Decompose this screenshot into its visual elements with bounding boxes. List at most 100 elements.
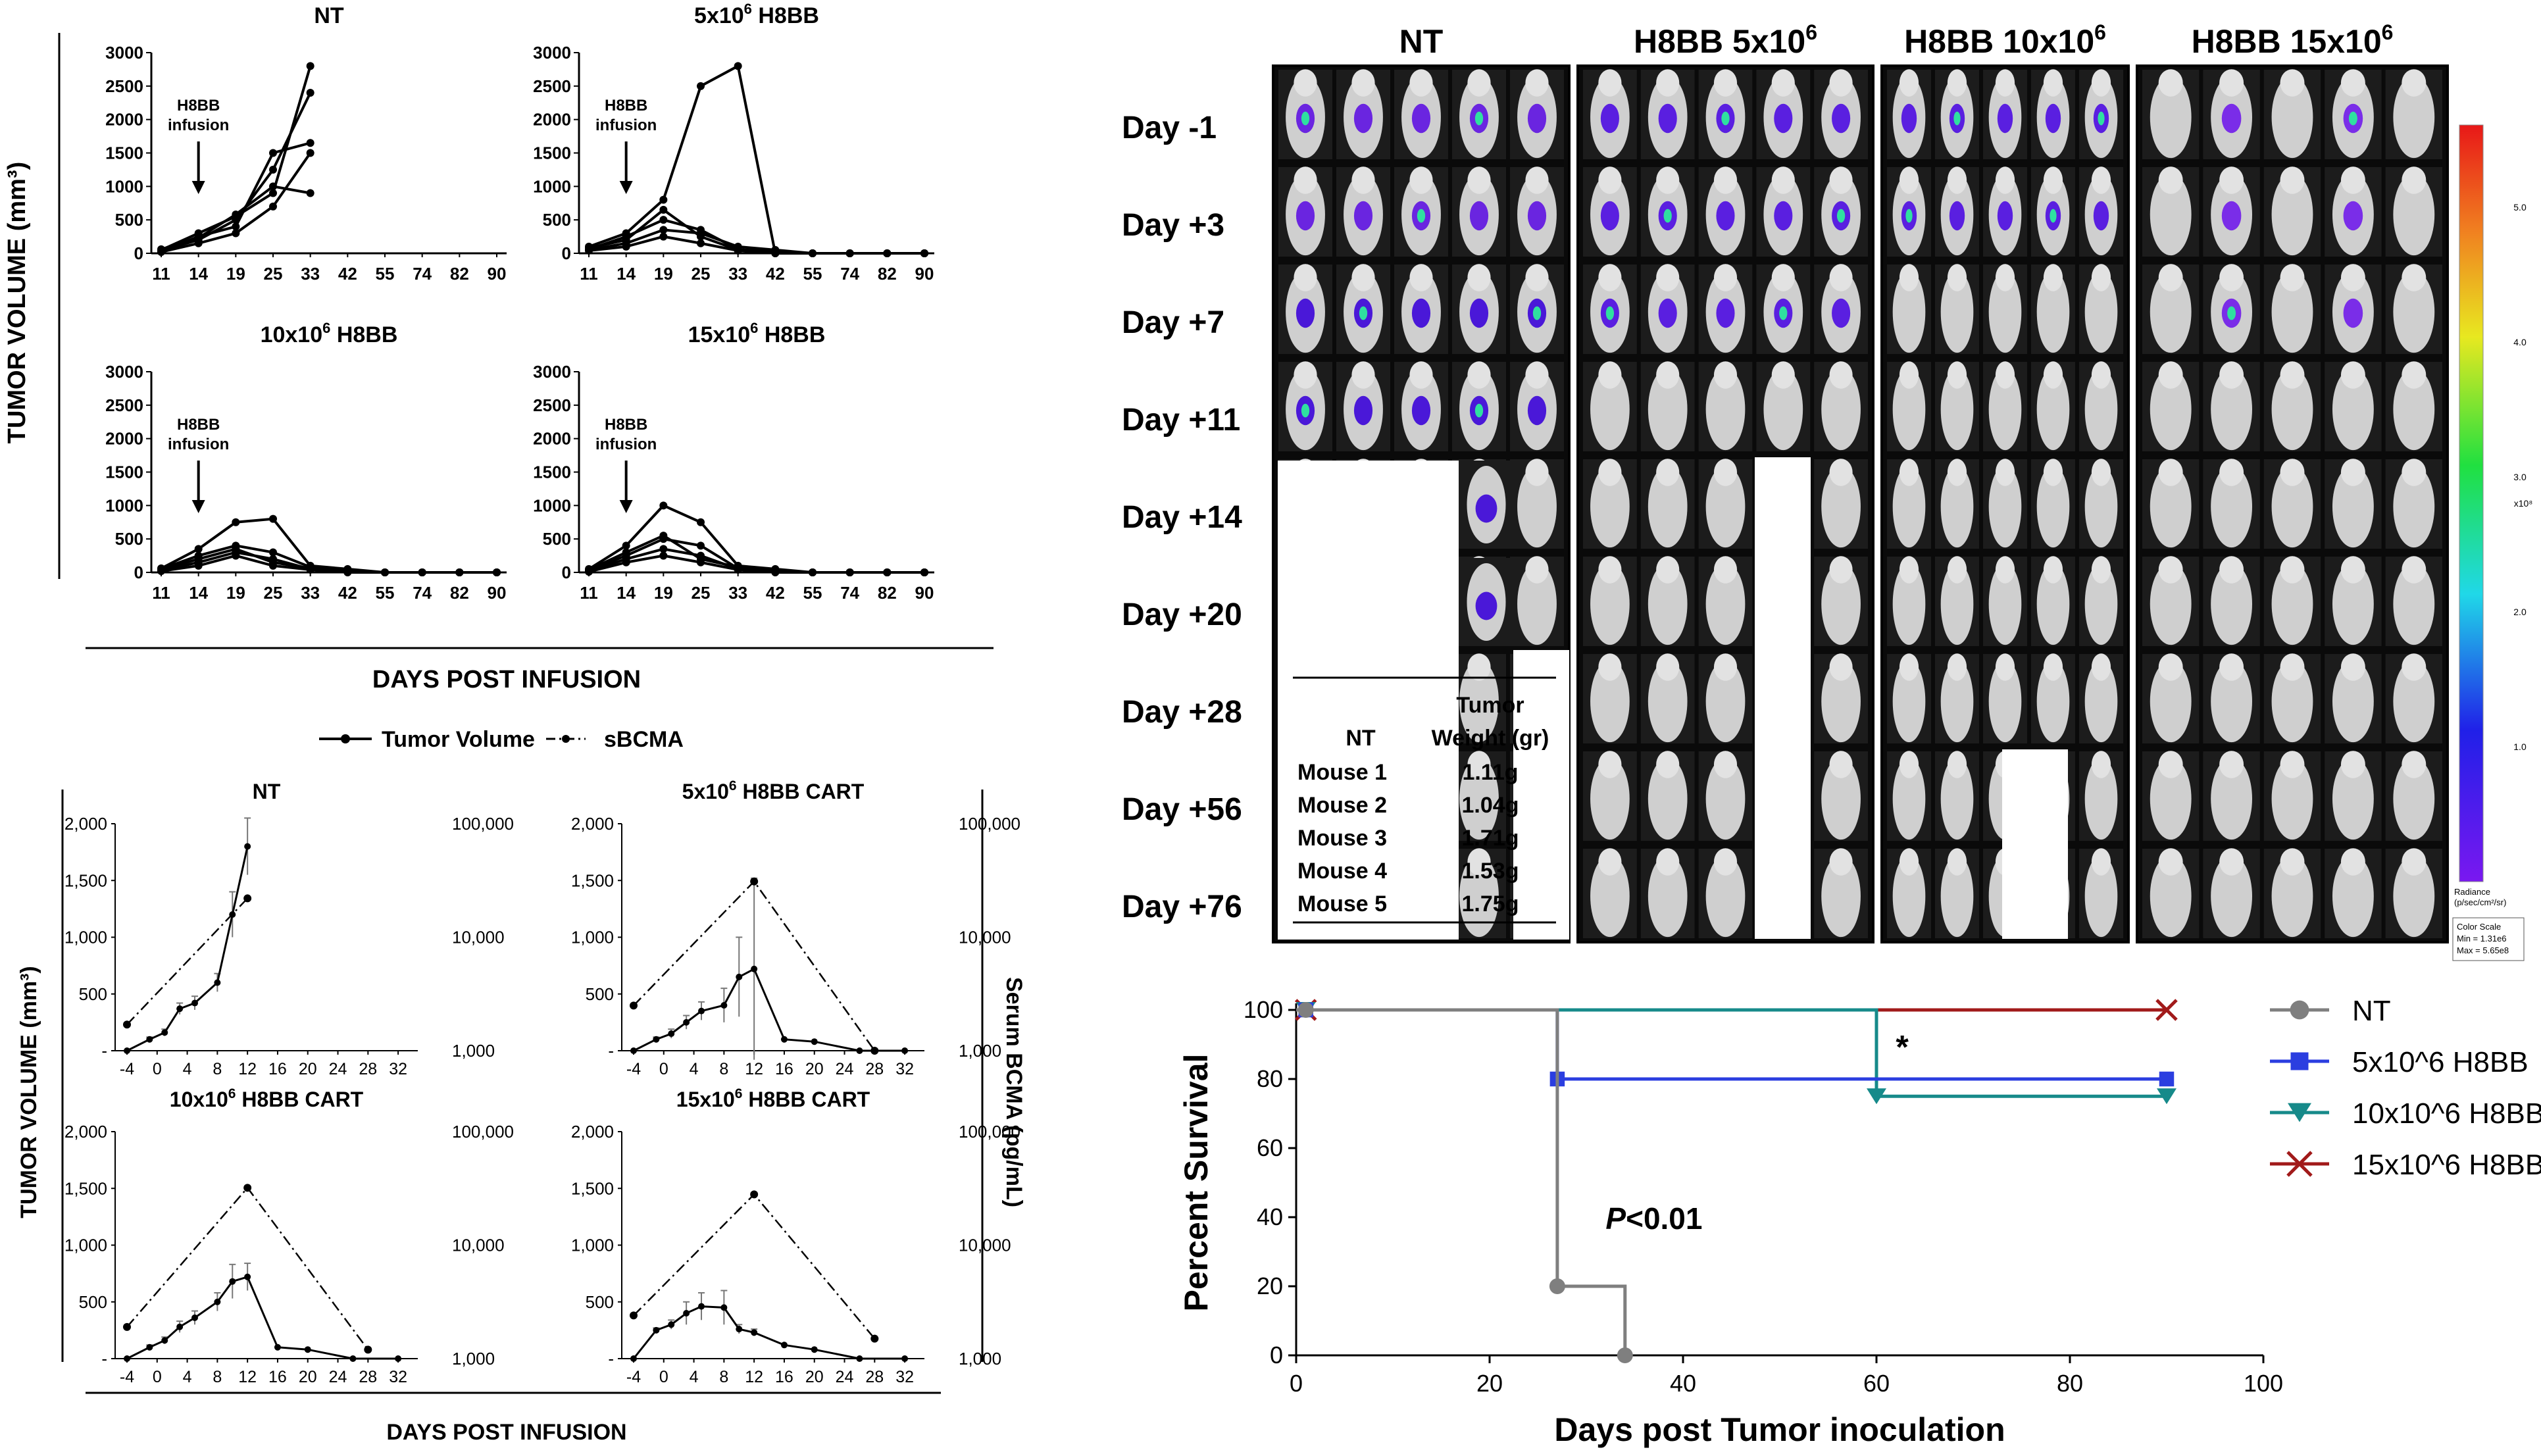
imaging-group-header-main: H8BB 10x10 [1904,23,2094,60]
mouse-head [1829,69,1853,97]
tumor-series-point [493,568,501,576]
mouse-head [2280,848,2305,876]
tumor-series-point [734,565,742,574]
bioluminescence-signal [1353,395,1373,426]
mouse-body [2084,368,2118,451]
survival-line-3 [1296,1008,2167,1098]
tumor-weight-table: Tumor NT Weight (gr) Mouse 1 1.11g Mouse 2 1.0… [1293,676,1556,924]
colorbar-ramp [2459,124,2484,882]
tumor-series-point [883,568,892,576]
infusion-arrow-head [619,500,633,513]
mouse-head [2219,459,2244,486]
mouse-head [2091,459,2111,486]
tumor-x-tick-label: 42 [338,264,357,284]
sbcma-x-tick-label: 4 [183,1368,192,1386]
survival-marker-circle [1549,1278,1565,1294]
mouse-head [2158,751,2183,778]
mouse-head [1771,166,1795,194]
tumor-y-tick-label: 500 [543,210,571,230]
mouse-head [2402,653,2427,681]
bioluminescence-imaging: NT H8BB 5x106 H8BB 10x106 H8BB 15x106 Day -… [1122,20,2532,961]
mouse-body [1459,660,1499,743]
tumor-volume-point [349,1355,357,1362]
tumor-volume-point [161,1337,168,1344]
mouse-head [1713,361,1738,389]
mouse-body [2393,368,2435,451]
mouse-head [1899,361,1919,389]
tumor-panel-title-rest: H8BB [752,3,819,28]
tumor-series-point [269,189,277,197]
sbcma-point [870,1047,879,1055]
legend-sbcma-marker [562,735,570,743]
tumor-panel-title: NT [314,3,344,28]
tumor-volume-point [244,843,251,850]
survival-line-1 [1296,1008,1627,1355]
mouse-body [2393,270,2435,353]
mouse-head [1995,459,2015,486]
tumor-x-tick-label: 42 [766,264,785,284]
sbcma-panel-title-sup: 6 [729,778,737,793]
mouse-head [2219,69,2244,97]
tumor-series-point [697,551,705,560]
mouse-head [2340,751,2365,778]
survival-marker-circle [2290,1000,2309,1020]
sbcma-right-tick-label: 100,000 [959,814,1020,834]
survival-asterisk: * [1896,1029,1909,1066]
survival-line-2 [1296,1008,2167,1081]
mouse-head [2402,264,2427,291]
mouse-head [1995,264,2015,291]
survival-legend: NT 5x10^6 H8BB 10x10^6 H8BB 15x10^6 H8BB [2270,995,2541,1181]
tumor-series-point [734,246,742,255]
bioluminescence-hotspot [1779,306,1788,320]
sbcma-x-tick-label: 28 [865,1368,884,1386]
sbcma-left-tick-label: 1,500 [571,870,614,890]
tumor-volume-point [146,1036,153,1043]
survival-marker-circle [1297,1002,1314,1018]
imaging-day-label: Day +11 [1122,403,1240,438]
mouse-head [2043,264,2063,291]
infusion-label-1: H8BB [605,416,647,434]
bioluminescence-hotspot [1836,209,1846,223]
mouse-head [2340,556,2365,584]
tumor-series-point [269,182,277,191]
tumor-volume-point [683,1310,690,1317]
sbcma-x-tick-label: 32 [389,1060,407,1078]
bioluminescence-signal [1527,395,1547,426]
tumor-x-tick-label: 25 [692,264,711,284]
mouse-head [1467,361,1491,389]
tumor-x-tick-label: 90 [915,583,934,603]
mouse-head [1829,751,1853,778]
tumor-x-tick-label: 14 [616,583,636,603]
sbcma-x-tick-label: 0 [153,1060,162,1078]
tumor-y-tick-label: 1000 [105,176,143,196]
tumor-panel-title-sup: 6 [322,320,330,336]
tumor-x-tick-label: 11 [152,583,170,603]
mouse-head [2043,69,2063,97]
imaging-group-header-main: H8BB 15x10 [2192,23,2382,60]
tumor-x-tick-label: 55 [376,583,395,603]
survival-x-tick-label: 80 [2057,1370,2083,1397]
survival-marker-triangle [2288,1103,2311,1122]
mouse-body [2271,563,2313,645]
mouse-body [2150,660,2192,743]
bioluminescence-signal [1469,298,1489,328]
bioluminescence-hotspot [1905,209,1913,223]
tumor-series-line-1 [588,503,924,574]
mouse-body [2084,465,2118,548]
tumor-series-point [697,82,705,90]
sbcma-x-tick-label: 4 [183,1060,192,1078]
weight-table-weight: 1.71g [1462,826,1519,851]
imaging-group-header: H8BB 10x106 [1904,20,2106,60]
colorbar-radiance: Radiance [2454,887,2490,897]
mouse-body [1821,465,1861,548]
sbcma-x-tick-label: 4 [690,1368,699,1386]
bioluminescence-signal [1296,201,1315,231]
bioluminescence-signal [1997,201,2013,231]
sbcma-panel-title: 15x106 H8BB CART [676,1086,870,1111]
mouse-body [2271,368,2313,451]
tumor-series-point [194,239,203,247]
mouse-body [1517,465,1557,548]
survival-x-tick-label: 100 [2244,1370,2283,1397]
mouse-body [1892,465,1926,548]
tumor-series-point [734,62,742,70]
